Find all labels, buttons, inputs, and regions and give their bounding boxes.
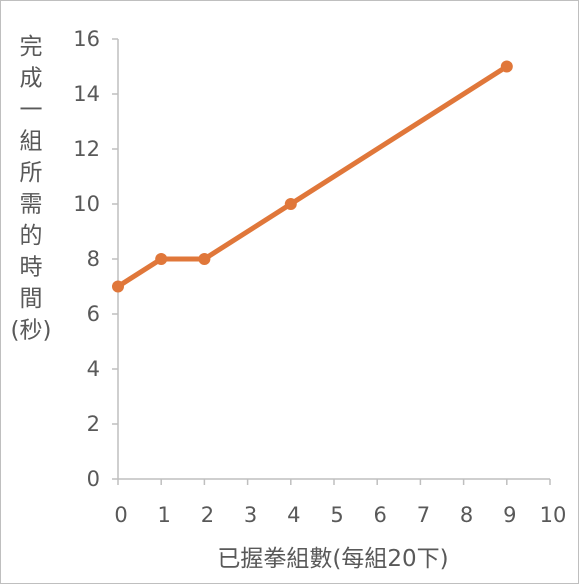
x-tick-label: 4 — [287, 503, 300, 527]
y-tick-label: 12 — [73, 137, 100, 161]
y-tick-labels: 0 2 4 6 8 10 12 14 16 — [73, 27, 100, 491]
x-axis-title: 已握拳組數(每組20下) — [217, 546, 448, 572]
y-title-char: 組 — [20, 129, 43, 155]
y-tick-label: 0 — [87, 467, 100, 491]
data-point — [500, 60, 513, 73]
data-point — [112, 280, 124, 293]
y-tick-label: 14 — [73, 82, 100, 106]
y-tick-label: 10 — [73, 192, 100, 216]
data-point — [198, 253, 211, 265]
x-tick-label: 5 — [330, 503, 343, 527]
data-point — [155, 253, 168, 265]
x-tick-label: 10 — [540, 503, 567, 527]
x-tick-label: 6 — [374, 503, 387, 527]
y-title-char: 需 — [20, 192, 43, 218]
y-tick-label: 2 — [87, 412, 100, 436]
y-tick-label: 6 — [87, 302, 100, 326]
series-line — [115, 64, 510, 289]
y-title-char: (秒) — [11, 318, 52, 344]
data-point — [284, 198, 297, 210]
x-tick-label: 0 — [114, 503, 127, 527]
y-tick-label: 4 — [87, 357, 100, 381]
x-tick-label: 9 — [503, 503, 516, 527]
y-title-char: 完 — [20, 34, 43, 60]
x-tick-label: 2 — [201, 503, 214, 527]
y-title-char: 成 — [20, 66, 43, 92]
y-title-char: 間 — [20, 286, 43, 312]
y-title-char: 的 — [20, 223, 43, 249]
x-tick-label: 8 — [460, 503, 473, 527]
y-tick-label: 16 — [73, 27, 100, 51]
x-tick-label: 3 — [244, 503, 257, 527]
axes — [112, 38, 551, 485]
y-title-char: 一 — [20, 97, 43, 123]
y-title-char: 時 — [20, 255, 43, 281]
x-tick-label: 7 — [417, 503, 430, 527]
y-title-char: 所 — [20, 160, 43, 186]
series-group — [112, 60, 513, 293]
x-tick-labels: 0 1 2 3 4 5 6 7 8 9 10 — [114, 503, 566, 527]
x-tick-label: 1 — [158, 503, 171, 527]
y-tick-label: 8 — [87, 247, 100, 271]
